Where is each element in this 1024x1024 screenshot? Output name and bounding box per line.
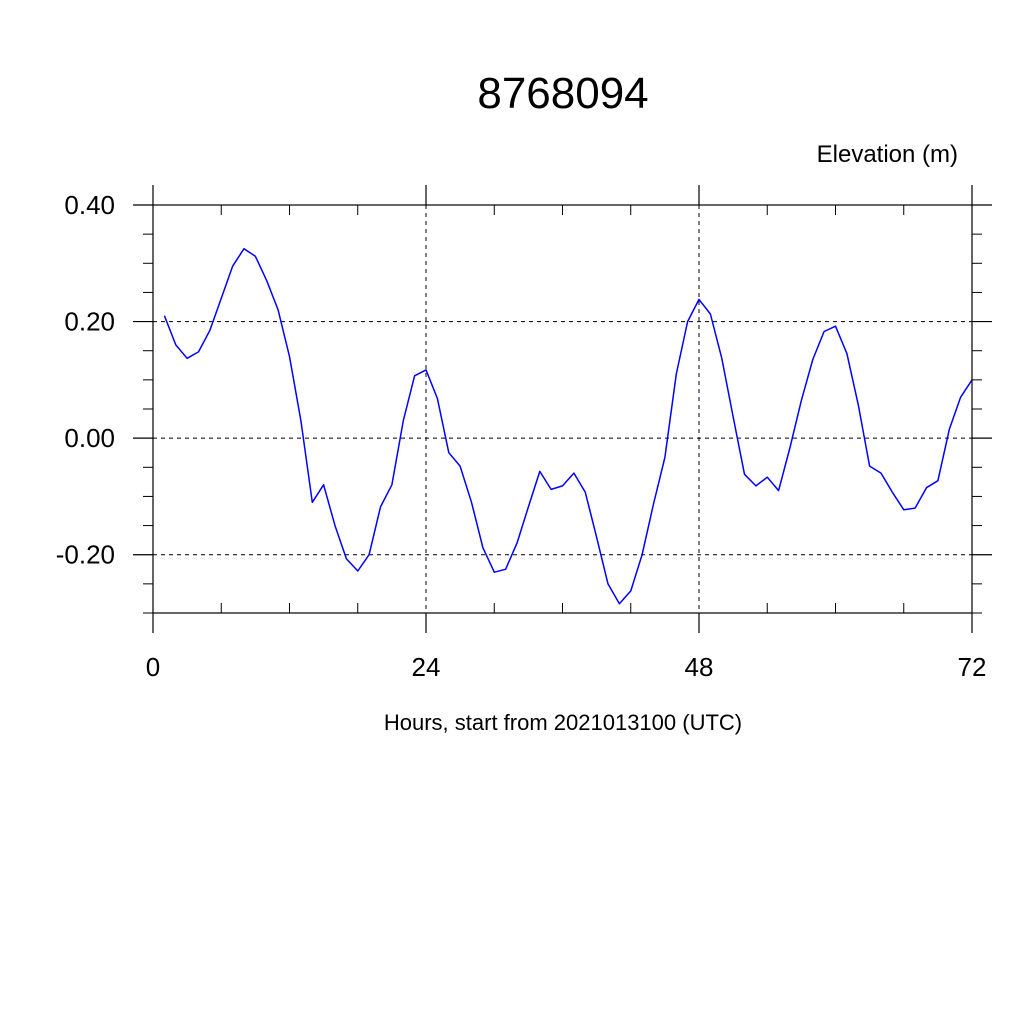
axis-ticks xyxy=(133,185,992,633)
y-axis-label: Elevation (m) xyxy=(817,141,958,168)
y-tick-label: 0.00 xyxy=(64,423,115,453)
plot-frame xyxy=(152,204,973,614)
y-tick-label: 0.40 xyxy=(64,190,115,220)
y-tick-label: 0.20 xyxy=(64,307,115,337)
x-axis-label: Hours, start from 2021013100 (UTC) xyxy=(384,710,742,735)
grid-lines xyxy=(152,204,973,613)
tick-labels: 0 24 48 72 0.40 0.20 0.00 -0.20 xyxy=(56,190,987,682)
chart-title: 8768094 xyxy=(477,69,648,118)
x-tick-label: 48 xyxy=(685,652,714,682)
y-tick-label: -0.20 xyxy=(56,540,115,570)
x-tick-label: 72 xyxy=(958,652,987,682)
data-series xyxy=(163,247,973,605)
series-line xyxy=(163,247,973,605)
x-tick-label: 0 xyxy=(146,652,160,682)
x-tick-label: 24 xyxy=(412,652,441,682)
